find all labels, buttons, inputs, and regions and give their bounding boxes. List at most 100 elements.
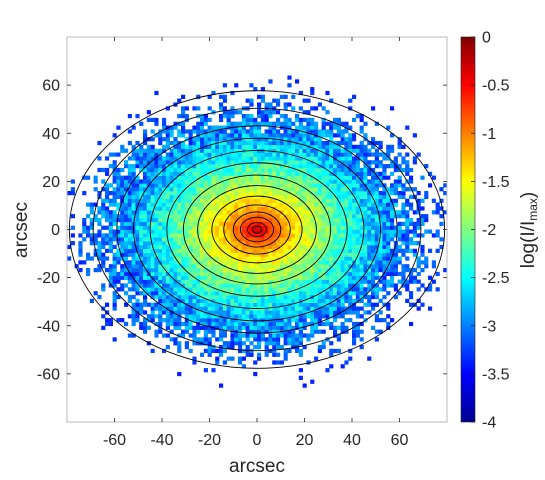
heat-cell <box>386 248 391 253</box>
heat-cell <box>207 275 212 280</box>
heat-cell <box>272 291 277 296</box>
heat-cell <box>363 214 368 219</box>
heat-cell <box>139 167 144 173</box>
heat-cell <box>355 291 360 296</box>
heat-cell <box>215 271 220 277</box>
heat-cell <box>371 202 376 207</box>
heat-cell <box>124 179 129 184</box>
heat-cell <box>352 137 357 142</box>
heat-cell <box>184 271 189 277</box>
heat-cell <box>226 294 231 300</box>
heat-cell <box>70 241 75 246</box>
plot-area <box>66 36 448 423</box>
heat-cell <box>390 283 395 288</box>
heat-cell <box>211 368 216 373</box>
heat-cell <box>355 152 360 157</box>
heat-cell <box>416 202 421 207</box>
heat-cell <box>222 341 227 346</box>
heat-cell <box>184 217 189 223</box>
heat-cell <box>219 221 224 226</box>
heat-cell <box>89 233 94 238</box>
heat-cell <box>272 183 277 188</box>
heat-cell <box>401 283 406 288</box>
heat-cell <box>257 133 262 138</box>
heat-cell <box>352 133 357 138</box>
heat-cell <box>363 221 368 226</box>
heat-cell <box>264 210 269 215</box>
heat-cell <box>249 137 254 142</box>
heat-cell <box>245 264 250 269</box>
heat-cell <box>219 310 224 315</box>
heat-cell <box>245 214 250 219</box>
heat-cell <box>211 152 216 157</box>
heat-cell <box>382 271 387 277</box>
heat-cell <box>405 171 410 176</box>
heat-cell <box>253 283 258 288</box>
heat-cell <box>291 279 296 284</box>
heat-cell <box>405 225 410 230</box>
heat-cell <box>165 318 170 323</box>
heat-cell <box>352 329 357 334</box>
heat-cell <box>264 248 269 253</box>
colorbar-tick-label: -3.5 <box>482 366 510 383</box>
heat-cell <box>329 248 334 253</box>
heat-cell <box>162 175 167 180</box>
heat-cell <box>276 191 281 196</box>
heat-cell <box>165 221 170 226</box>
heat-cell <box>203 237 208 242</box>
heat-cell <box>219 106 224 111</box>
heat-cell <box>165 167 170 173</box>
heat-cell <box>359 125 364 130</box>
heat-cell <box>203 214 208 219</box>
heat-cell <box>158 191 163 196</box>
heat-cell <box>245 210 250 215</box>
heat-cell <box>371 271 376 277</box>
heat-cell <box>291 144 296 149</box>
heat-cell <box>97 252 102 257</box>
heat-cell <box>207 125 212 130</box>
heat-cell <box>260 140 265 146</box>
heat-cell <box>257 167 262 173</box>
heat-cell <box>298 229 303 234</box>
heat-cell <box>295 225 300 230</box>
heat-cell <box>348 306 353 311</box>
heat-cell <box>431 279 436 284</box>
heat-cell <box>257 125 262 130</box>
heat-cell <box>295 133 300 138</box>
heat-cell <box>355 214 360 219</box>
heat-cell <box>363 187 368 192</box>
heat-cell <box>272 98 277 103</box>
heat-cell <box>253 214 258 219</box>
heat-cell <box>127 268 132 273</box>
heat-cell <box>279 345 284 350</box>
heat-cell <box>386 152 391 157</box>
heat-cell <box>219 94 224 99</box>
heat-cell <box>382 302 387 307</box>
heat-cell <box>386 252 391 257</box>
heat-cell <box>424 191 429 196</box>
heat-cell <box>82 217 87 223</box>
heat-cell <box>298 194 303 200</box>
heat-cell <box>310 171 315 176</box>
heat-cell <box>124 256 129 261</box>
heat-cell <box>378 287 383 292</box>
heat-cell <box>340 221 345 226</box>
heat-cell <box>420 198 425 203</box>
heat-cell <box>272 210 277 215</box>
heat-cell <box>302 345 307 350</box>
heat-cell <box>405 187 410 192</box>
heat-cell <box>143 137 148 142</box>
heat-cell <box>219 183 224 188</box>
heat-cell <box>279 194 284 200</box>
heat-cell <box>124 164 129 169</box>
heat-cell <box>169 217 174 223</box>
heat-cell <box>219 198 224 203</box>
heat-cell <box>245 137 250 142</box>
heat-cell <box>249 321 254 327</box>
heat-cell <box>101 214 106 219</box>
heat-cell <box>287 252 292 257</box>
heat-cell <box>386 187 391 192</box>
heat-cell <box>196 302 201 307</box>
heat-cell <box>276 252 281 257</box>
heat-cell <box>295 187 300 192</box>
